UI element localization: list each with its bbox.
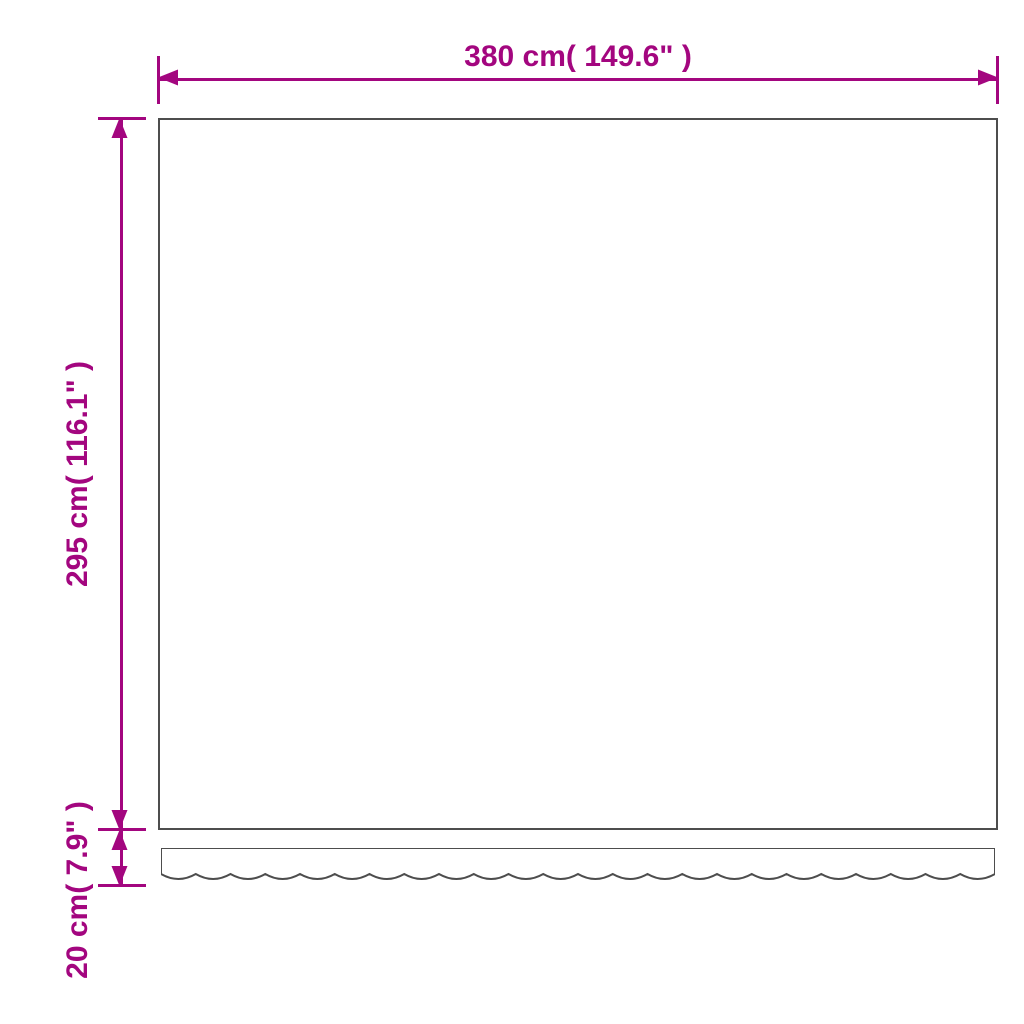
arrowhead-icon bbox=[112, 118, 128, 138]
awning-valance bbox=[161, 848, 995, 886]
dim-label-valance: 20 cm( 7.9" ) bbox=[61, 801, 95, 979]
dimension-diagram: 380 cm( 149.6" ) 295 cm( 116.1" ) 20 cm(… bbox=[0, 0, 1024, 1024]
arrowhead-icon bbox=[112, 810, 128, 830]
arrowhead-icon bbox=[978, 70, 998, 86]
dim-label-height: 295 cm( 116.1" ) bbox=[61, 361, 95, 587]
dim-label-width: 380 cm( 149.6" ) bbox=[464, 40, 692, 74]
arrowhead-icon bbox=[112, 830, 128, 850]
dim-line-height bbox=[120, 118, 123, 830]
arrowhead-icon bbox=[112, 866, 128, 886]
arrowhead-icon bbox=[158, 70, 178, 86]
awning-panel bbox=[158, 118, 998, 830]
dim-line-width bbox=[158, 78, 998, 81]
